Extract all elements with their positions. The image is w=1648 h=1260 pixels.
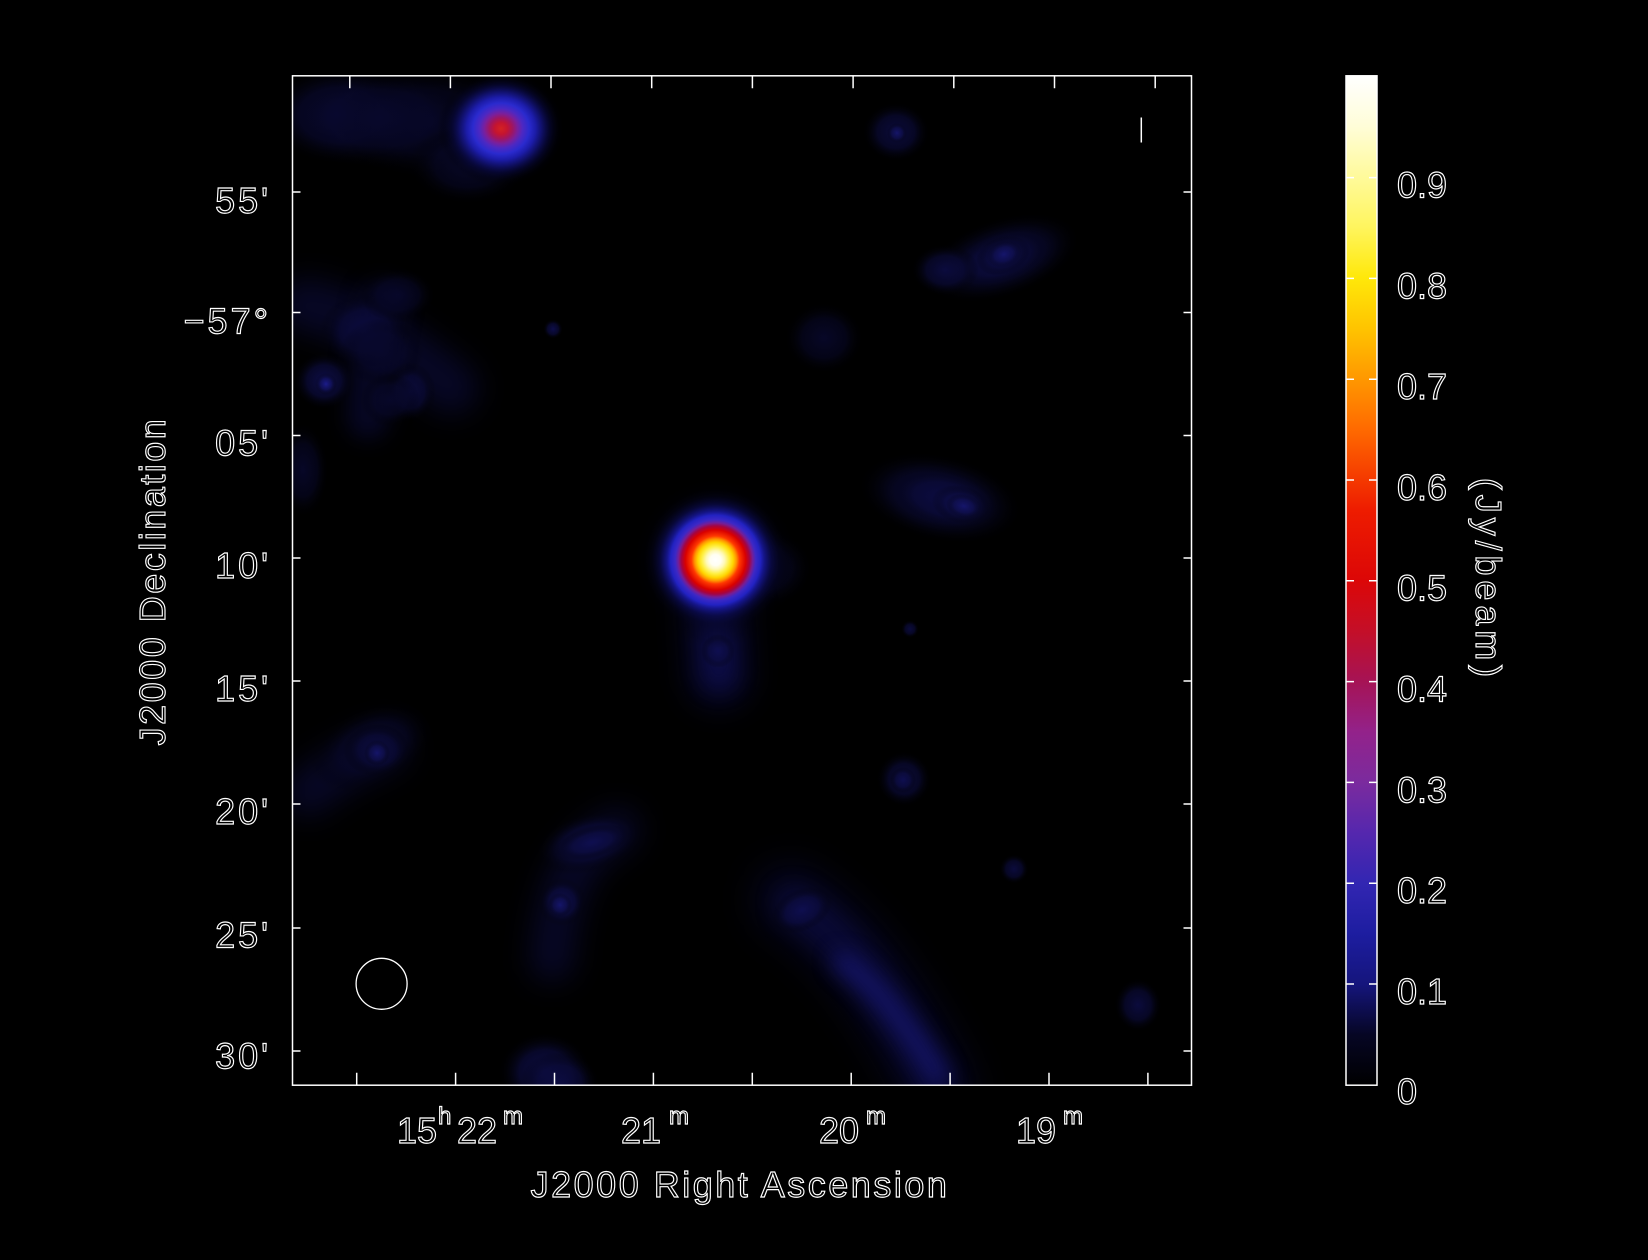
- svg-text:J2000 Declination: J2000 Declination: [132, 417, 173, 746]
- svg-text:15': 15': [215, 668, 271, 709]
- svg-text:m: m: [669, 1103, 689, 1130]
- svg-text:55': 55': [215, 180, 271, 221]
- svg-text:0.7: 0.7: [1397, 366, 1447, 407]
- svg-text:19: 19: [1016, 1110, 1056, 1151]
- svg-text:10': 10': [215, 545, 271, 586]
- svg-text:15: 15: [397, 1110, 437, 1151]
- svg-text:(Jy/beam): (Jy/beam): [1468, 478, 1509, 682]
- svg-text:20': 20': [215, 791, 271, 832]
- svg-text:0.1: 0.1: [1397, 971, 1447, 1012]
- svg-text:22: 22: [457, 1110, 497, 1151]
- svg-text:J2000 Right Ascension: J2000 Right Ascension: [531, 1164, 950, 1205]
- svg-text:30': 30': [215, 1035, 271, 1076]
- svg-text:20: 20: [819, 1110, 859, 1151]
- svg-text:05': 05': [215, 422, 271, 463]
- svg-text:m: m: [503, 1103, 523, 1130]
- svg-text:0.6: 0.6: [1397, 467, 1447, 508]
- svg-text:21: 21: [621, 1110, 661, 1151]
- svg-text:0: 0: [1397, 1071, 1417, 1112]
- svg-text:m: m: [866, 1103, 886, 1130]
- svg-text:0.4: 0.4: [1397, 669, 1447, 710]
- svg-text:0.5: 0.5: [1397, 568, 1447, 609]
- svg-text:0.8: 0.8: [1397, 265, 1447, 306]
- svg-text:−57°: −57°: [184, 300, 271, 341]
- svg-text:m: m: [1063, 1103, 1083, 1130]
- svg-text:25': 25': [215, 914, 271, 955]
- svg-text:0.9: 0.9: [1397, 165, 1447, 206]
- svg-text:0.3: 0.3: [1397, 769, 1447, 810]
- svg-text:0.2: 0.2: [1397, 870, 1447, 911]
- svg-text:h: h: [438, 1103, 451, 1130]
